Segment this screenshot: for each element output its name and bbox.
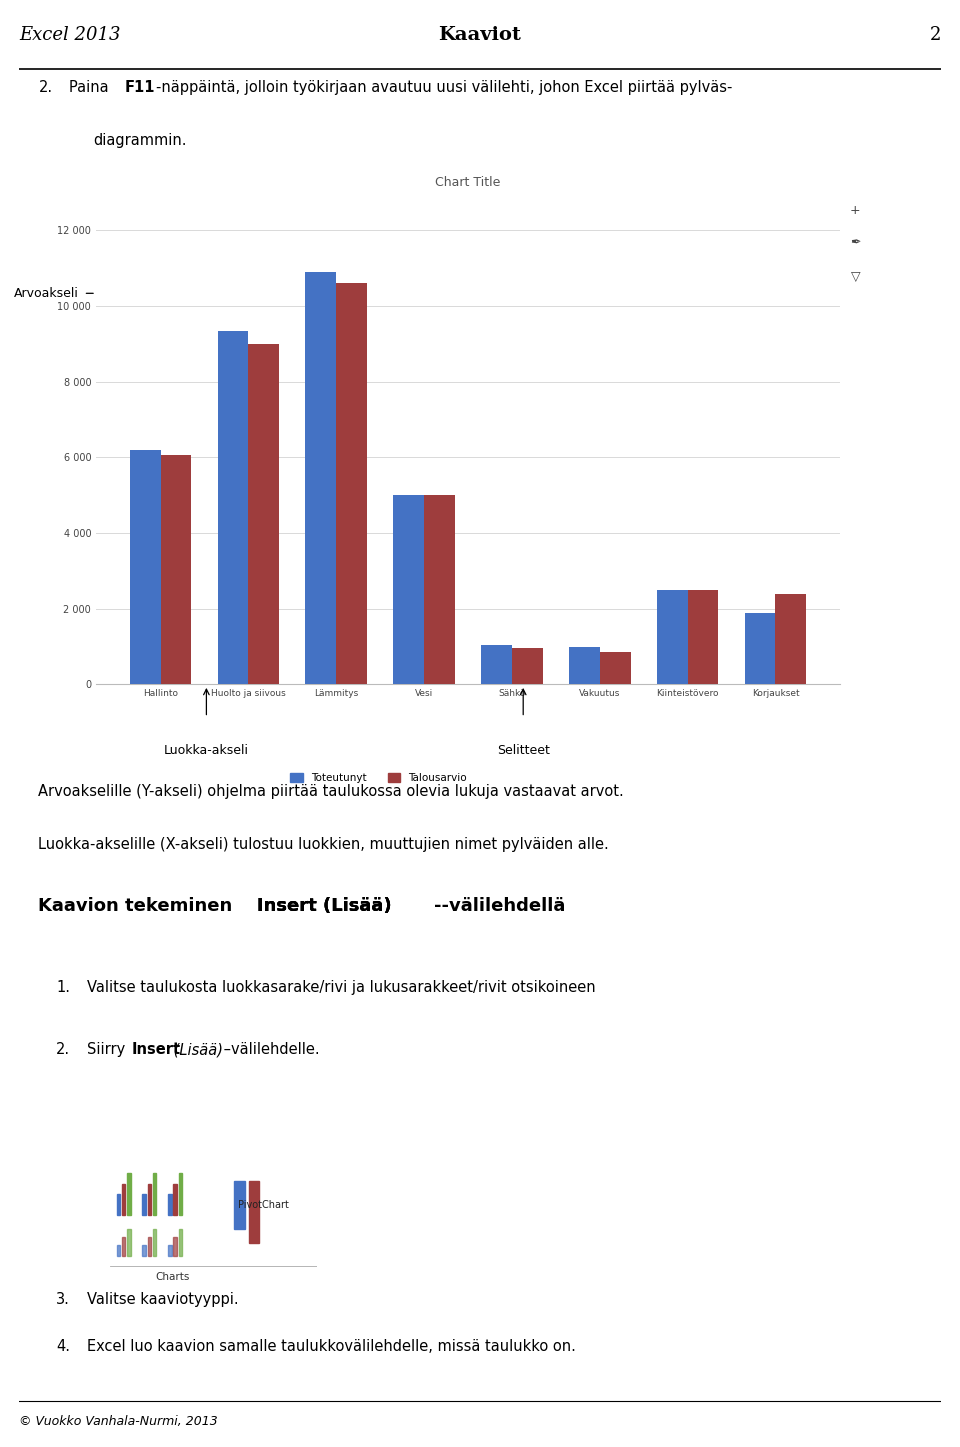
Text: Luokka-akseli: Luokka-akseli xyxy=(164,744,249,757)
Text: Insert (Lisää): Insert (Lisää) xyxy=(257,897,392,915)
Text: 2: 2 xyxy=(929,26,941,43)
Text: Insert: Insert xyxy=(132,1042,180,1058)
Text: Insert (Lisää): Insert (Lisää) xyxy=(257,897,392,915)
Bar xyxy=(249,1181,259,1243)
Bar xyxy=(512,648,542,684)
Bar xyxy=(116,1195,120,1215)
Bar xyxy=(249,344,279,684)
Bar xyxy=(336,284,367,684)
Title: Chart Title: Chart Title xyxy=(435,175,501,188)
Text: –välilehdelle.: –välilehdelle. xyxy=(220,1042,320,1058)
Text: diagrammin.: diagrammin. xyxy=(93,133,186,149)
Text: Siirry: Siirry xyxy=(87,1042,130,1058)
Bar xyxy=(481,645,512,684)
Text: Insert (Lisää): Insert (Lisää) xyxy=(257,897,392,915)
Text: Selitteet: Selitteet xyxy=(496,744,550,757)
Text: PivotChart: PivotChart xyxy=(238,1201,289,1211)
Bar xyxy=(116,1246,120,1256)
Text: Paina: Paina xyxy=(69,80,113,94)
Bar xyxy=(600,653,631,684)
Text: Valitse taulukosta luokkasarake/rivi ja lukusarakkeet/rivit otsikoineen: Valitse taulukosta luokkasarake/rivi ja … xyxy=(87,980,595,994)
Text: 1.: 1. xyxy=(56,980,70,994)
Bar xyxy=(142,1246,146,1256)
Text: Excel luo kaavion samalle taulukkovälilehdelle, missä taulukko on.: Excel luo kaavion samalle taulukkovälile… xyxy=(87,1340,576,1354)
Bar xyxy=(160,456,191,684)
Text: ✒: ✒ xyxy=(851,237,860,250)
Text: Valitse kaaviotyyppi.: Valitse kaaviotyyppi. xyxy=(87,1292,239,1307)
Bar xyxy=(174,1237,177,1256)
Bar xyxy=(305,272,336,684)
Text: F11: F11 xyxy=(125,80,156,94)
Text: 2.: 2. xyxy=(56,1042,70,1058)
Bar xyxy=(569,647,600,684)
Text: Luokka-akselille (X-akseli) tulostuu luokkien, muuttujien nimet pylväiden alle.: Luokka-akselille (X-akseli) tulostuu luo… xyxy=(38,836,610,852)
Bar xyxy=(130,450,160,684)
Bar xyxy=(122,1184,126,1215)
Bar xyxy=(174,1184,177,1215)
Bar xyxy=(153,1172,156,1215)
Bar xyxy=(424,495,455,684)
Text: -näppäintä, jolloin työkirjaan avautuu uusi välilehti, johon Excel piirtää pylvä: -näppäintä, jolloin työkirjaan avautuu u… xyxy=(156,80,732,94)
Text: Charts: Charts xyxy=(156,1272,189,1282)
Bar xyxy=(234,1181,245,1229)
Text: +: + xyxy=(850,204,861,217)
Bar xyxy=(142,1195,146,1215)
Bar xyxy=(168,1246,172,1256)
Text: 3.: 3. xyxy=(56,1292,70,1307)
Bar xyxy=(148,1184,152,1215)
Bar xyxy=(394,495,424,684)
Text: 4.: 4. xyxy=(56,1340,70,1354)
Text: Kaavion tekeminen: Kaavion tekeminen xyxy=(38,897,239,915)
Bar xyxy=(153,1229,156,1256)
Bar xyxy=(776,593,806,684)
Text: Excel 2013: Excel 2013 xyxy=(19,26,121,43)
Bar xyxy=(179,1229,182,1256)
Bar xyxy=(657,590,687,684)
Bar xyxy=(148,1237,152,1256)
Text: 2.: 2. xyxy=(38,80,53,94)
Bar xyxy=(127,1172,131,1215)
Bar xyxy=(127,1229,131,1256)
Text: ▽: ▽ xyxy=(851,271,860,284)
Bar xyxy=(168,1195,172,1215)
Text: © Vuokko Vanhala-Nurmi, 2013: © Vuokko Vanhala-Nurmi, 2013 xyxy=(19,1415,218,1428)
Text: Kaaviot: Kaaviot xyxy=(439,26,521,43)
Bar xyxy=(122,1237,126,1256)
Bar xyxy=(179,1172,182,1215)
Bar xyxy=(687,590,718,684)
Legend: Toteutunyt, Talousarvio: Toteutunyt, Talousarvio xyxy=(286,770,471,787)
Text: Arvoakselille (Y-akseli) ohjelma piirtää taulukossa olevia lukuja vastaavat arvo: Arvoakselille (Y-akseli) ohjelma piirtää… xyxy=(38,784,624,799)
Text: (Lisää): (Lisää) xyxy=(169,1042,223,1058)
Bar xyxy=(218,330,249,684)
Text: Arvoakseli: Arvoakseli xyxy=(13,287,79,300)
Text: --välilehdellä: --välilehdellä xyxy=(434,897,565,915)
Bar xyxy=(745,612,776,684)
